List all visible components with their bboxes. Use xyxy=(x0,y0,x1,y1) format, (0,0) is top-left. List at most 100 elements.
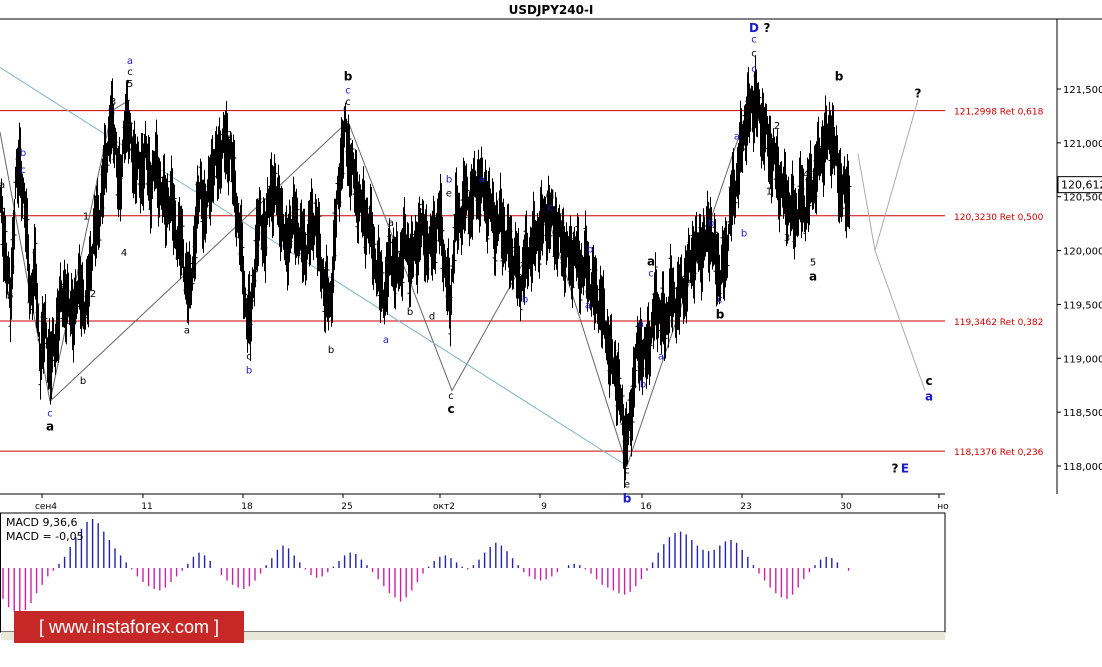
wave-label: b xyxy=(741,229,747,240)
y-tick-label: 120,000 xyxy=(1063,247,1102,258)
wave-label: a xyxy=(383,335,389,346)
wave-label: b xyxy=(80,376,86,387)
wave-label: 3 xyxy=(110,97,116,108)
fib-level-label: 119,3462 Ret 0,382 xyxy=(954,318,1043,328)
wave-label: ? xyxy=(892,461,899,475)
wave-label: ? xyxy=(915,87,922,101)
y-tick-label: 119,000 xyxy=(1063,354,1102,365)
wave-label: c xyxy=(127,67,133,78)
macd-label: MACD 9,36,6 xyxy=(6,516,77,529)
wave-label: 2 xyxy=(774,121,780,132)
wave-line xyxy=(49,88,756,468)
y-tick-label: 121,500 xyxy=(1063,85,1102,96)
wave-line xyxy=(874,250,926,391)
y-tick-label: 118,500 xyxy=(1063,408,1102,419)
wave-labels: D ?cccac534bca12abbcabcacbbccbaabcdbeaccd… xyxy=(0,21,933,506)
wave-label: c xyxy=(418,202,424,213)
wave-label: c xyxy=(20,165,26,176)
wave-label: 4 xyxy=(121,248,127,259)
x-tick-label: 23 xyxy=(740,502,751,512)
candles xyxy=(0,55,852,488)
wave-label: a xyxy=(61,281,67,292)
wave-label: b xyxy=(446,175,452,186)
wave-label: c xyxy=(246,351,252,362)
wave-label: a xyxy=(184,326,190,337)
wave-label: a xyxy=(127,56,133,67)
wave-label: b xyxy=(587,245,593,256)
wave-label: e xyxy=(446,189,452,200)
wave-label: c xyxy=(270,164,276,175)
wave-label: D xyxy=(749,21,759,35)
wave-label: c xyxy=(624,466,630,477)
macd-scroll-strip xyxy=(1,632,945,640)
x-tick-label: 18 xyxy=(241,502,253,512)
wave-label: b xyxy=(344,69,353,83)
chart-title: USDJPY240-I xyxy=(509,3,594,17)
wave-label: b xyxy=(640,379,646,390)
wave-label: b xyxy=(716,307,725,321)
y-tick-label: 118,000 xyxy=(1063,462,1102,473)
wave-label: a xyxy=(809,270,817,284)
x-tick-label: 9 xyxy=(541,502,547,512)
wave-label: a xyxy=(479,175,485,186)
wave-label: 1 xyxy=(766,187,772,198)
wave-label: b xyxy=(835,69,844,83)
wave-label: a xyxy=(647,255,655,269)
x-tick-label: 25 xyxy=(341,502,352,512)
x-tick-label: 16 xyxy=(640,502,652,512)
wave-label: b xyxy=(226,128,232,139)
macd-value-label: MACD = -0,05 xyxy=(6,530,84,543)
y-tick-label: 121,000 xyxy=(1063,139,1102,150)
x-tick-label: 11 xyxy=(141,502,152,512)
wave-label: c xyxy=(345,85,351,96)
wave-label: 1 xyxy=(83,211,89,222)
x-tick-label: 30 xyxy=(840,502,852,512)
watermark-logo[interactable]: [ www.instaforex.com ] xyxy=(14,611,244,643)
wave-label: a xyxy=(388,218,394,229)
wave-label: b xyxy=(7,291,13,302)
wave-label: E xyxy=(901,461,909,475)
wave-label: e xyxy=(624,480,630,491)
wave-label: c xyxy=(447,402,454,416)
y-tick-label: 120,500 xyxy=(1063,193,1102,204)
wave-label: b xyxy=(623,492,632,506)
wave-label: a xyxy=(0,180,5,191)
wave-label: b xyxy=(20,148,26,159)
wave-label: b xyxy=(708,218,714,229)
wave-label: c xyxy=(345,97,351,108)
wave-label: c xyxy=(925,374,932,388)
axis-ticks: 121,500 121,000 120,500 120,000 119,500 119,0… xyxy=(35,85,1102,512)
x-tick-label: но xyxy=(937,502,949,512)
wave-label: c xyxy=(751,64,757,75)
wave-label: ? xyxy=(764,21,771,35)
wave-label: a xyxy=(585,301,591,312)
x-tick-label: окт2 xyxy=(433,502,455,512)
fib-level-label: 121,2998 Ret 0,618 xyxy=(954,108,1044,118)
wave-label: c xyxy=(751,49,757,60)
wave-label: d xyxy=(546,188,555,202)
wave-label: a xyxy=(734,132,740,143)
wave-label: b xyxy=(407,307,413,318)
y-tick-label: 119,500 xyxy=(1063,300,1102,311)
wave-label: a xyxy=(658,351,664,362)
wave-label: c xyxy=(448,391,454,402)
wave-label: a xyxy=(46,419,54,433)
wave-label: 2 xyxy=(90,289,96,300)
x-tick-label: сен4 xyxy=(35,502,57,512)
wave-label: c xyxy=(717,294,723,305)
fib-level-label: 118,1376 Ret 0,236 xyxy=(954,448,1044,458)
wave-label: a xyxy=(638,319,644,330)
wave-label: 5 xyxy=(810,258,816,269)
wave-label: c xyxy=(751,35,757,46)
wave-label: 5 xyxy=(127,79,133,90)
wave-label: b xyxy=(522,294,528,305)
fib-level-label: 120,3230 Ret 0,500 xyxy=(954,213,1044,223)
wave-label: a xyxy=(925,389,933,403)
last-price-label: 120,612 xyxy=(1061,179,1102,192)
wave-label: c xyxy=(547,203,553,214)
wave-label: c xyxy=(47,408,53,419)
